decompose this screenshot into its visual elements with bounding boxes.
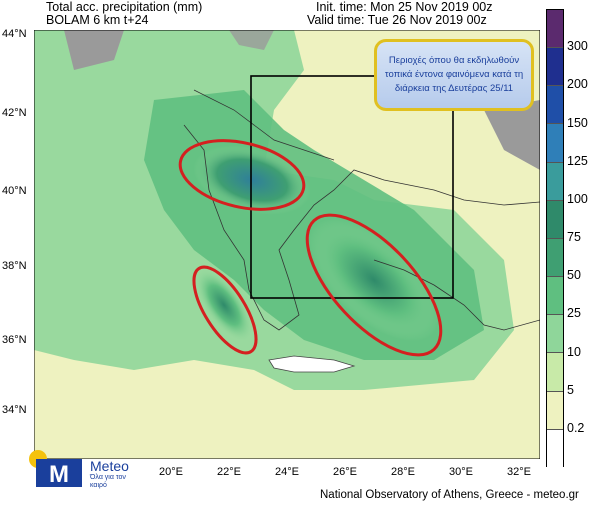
lat-label: 34°N (2, 404, 27, 416)
precip-core-aegean (308, 218, 440, 342)
legend-label: 50 (567, 268, 581, 283)
legend-swatch (547, 10, 563, 49)
coastline (183, 124, 540, 331)
lat-label: 38°N (2, 260, 27, 272)
legend-label: 200 (567, 77, 588, 92)
legend-swatch (547, 429, 563, 468)
legend-swatch (547, 238, 563, 278)
legend-label: 0.2 (567, 420, 585, 435)
legend-label: 25 (567, 306, 581, 321)
land-grey (484, 100, 540, 170)
legend-swatch (547, 162, 563, 201)
precip-core-ionian (195, 269, 253, 341)
legend-label: 5 (567, 382, 574, 397)
chart-title: Total acc. precipitation (mm) (46, 0, 203, 14)
lat-label: 40°N (2, 185, 27, 197)
legend-label: 75 (567, 230, 581, 244)
warning-ellipse-ionian (192, 265, 258, 355)
legend-label: 100 (567, 191, 588, 206)
lat-label: 44°N (2, 28, 27, 40)
legend-colorbar (546, 9, 564, 468)
svg-text:M: M (49, 461, 69, 488)
land-grey (229, 30, 274, 50)
precip-core-balkan (193, 145, 311, 215)
meteo-logo-icon: M (29, 450, 82, 488)
lon-label: 30°E (449, 466, 473, 478)
legend-swatch (547, 48, 563, 87)
warning-callout: Περιοχές όπου θα εκδηλωθούν τοπικά έντον… (374, 39, 534, 111)
border-line (193, 89, 335, 161)
legend-swatch (547, 315, 563, 354)
land-grey (64, 30, 124, 70)
lon-label: 22°E (217, 466, 241, 478)
legend-label: 10 (567, 344, 581, 359)
warning-ellipse-balkan (178, 139, 306, 211)
logo-brand: Meteo (90, 458, 129, 474)
legend-label: 300 (567, 39, 588, 54)
lat-label: 36°N (2, 334, 27, 346)
lon-label: 24°E (275, 466, 299, 478)
init-time: Init. time: Mon 25 Nov 2019 00z (316, 0, 493, 14)
legend-swatch (547, 200, 563, 239)
lon-label: 32°E (507, 466, 531, 478)
lon-label: 20°E (159, 466, 183, 478)
logo-tagline: Όλα για τον καιρό (90, 474, 126, 489)
lat-label: 42°N (2, 107, 27, 119)
legend-swatch (547, 277, 563, 316)
valid-time: Valid time: Tue 26 Nov 2019 00z (307, 13, 487, 27)
legend-label: 150 (567, 115, 588, 130)
footer-credit: National Observatory of Athens, Greece -… (320, 489, 579, 501)
legend-swatch (547, 86, 563, 125)
legend-swatch (547, 353, 563, 392)
crete-island (268, 355, 356, 373)
lon-label: 26°E (333, 466, 357, 478)
legend-swatch (547, 124, 563, 163)
legend-label: 125 (567, 153, 588, 168)
callout-text: Περιοχές όπου θα εκδηλωθούν τοπικά έντον… (384, 55, 524, 94)
model-label: BOLAM 6 km t+24 (46, 13, 149, 27)
warning-ellipse-aegean (305, 213, 443, 357)
legend-swatch (547, 391, 563, 430)
focus-box (250, 75, 454, 299)
lon-label: 28°E (391, 466, 415, 478)
coastline (373, 259, 540, 331)
